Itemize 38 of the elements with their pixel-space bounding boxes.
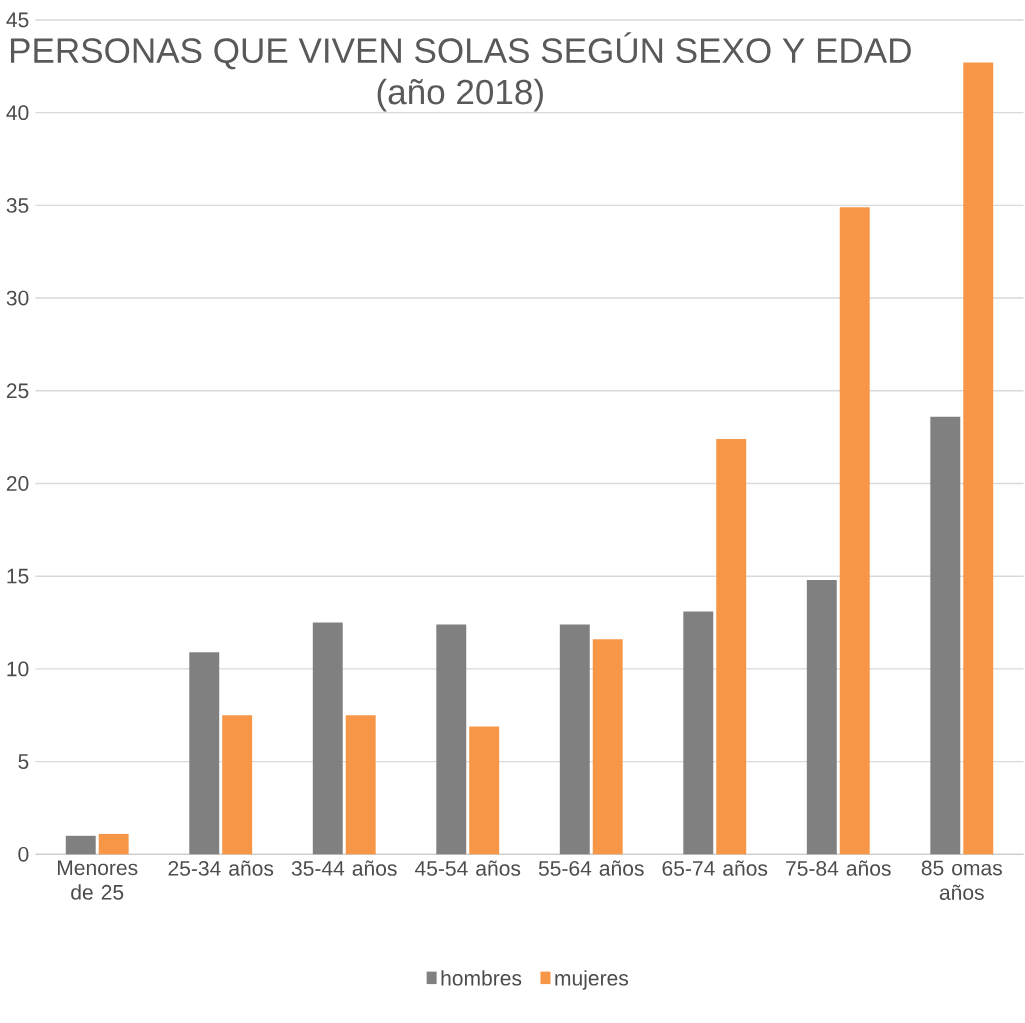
y-tick-label: 0	[18, 846, 29, 862]
x-tick-label: 85 omas años	[921, 860, 1002, 900]
bar	[345, 715, 376, 855]
bar	[930, 416, 961, 855]
bar	[806, 579, 837, 855]
text: (año 2018)	[377, 78, 543, 112]
bar	[963, 62, 994, 855]
bar	[222, 715, 253, 855]
bar	[716, 438, 747, 855]
x-tick-label: 45-54 años	[414, 860, 521, 876]
x-tick-label: 65-74 años	[662, 860, 768, 876]
y-tick-label: 25	[6, 383, 29, 399]
chart-title: PERSONAS QUE VIVEN SOLAS SEGÚN SEXO Y EDAD	[10, 32, 911, 70]
x-tick-label: 35-44 años	[291, 860, 397, 876]
y-tick-label: 5	[18, 754, 29, 769]
bar	[592, 639, 623, 855]
bar	[312, 622, 343, 855]
bar	[683, 611, 714, 855]
y-tick-label: 20	[6, 476, 29, 491]
bar	[469, 726, 500, 855]
x-tick-label: 55-64 años	[538, 860, 644, 876]
y-tick-label: 40	[6, 105, 29, 121]
legend-label: hombres	[441, 970, 522, 986]
y-tick-label: 35	[6, 197, 29, 213]
y-tick-label: 45	[6, 12, 29, 28]
bar	[98, 833, 129, 855]
bar	[839, 207, 870, 855]
bar	[65, 835, 96, 855]
y-tick-label: 30	[6, 290, 29, 306]
y-tick-label: 15	[7, 568, 29, 584]
x-tick-label: 25-34 años	[168, 860, 274, 876]
bar	[559, 624, 590, 855]
legend-label: mujeres	[555, 970, 629, 990]
bar	[189, 652, 220, 855]
y-tick-label: 10	[7, 661, 29, 677]
x-tick-label: Menores de 25	[58, 860, 138, 900]
x-tick-label: 75-84 años	[786, 860, 891, 876]
bar	[436, 624, 467, 855]
